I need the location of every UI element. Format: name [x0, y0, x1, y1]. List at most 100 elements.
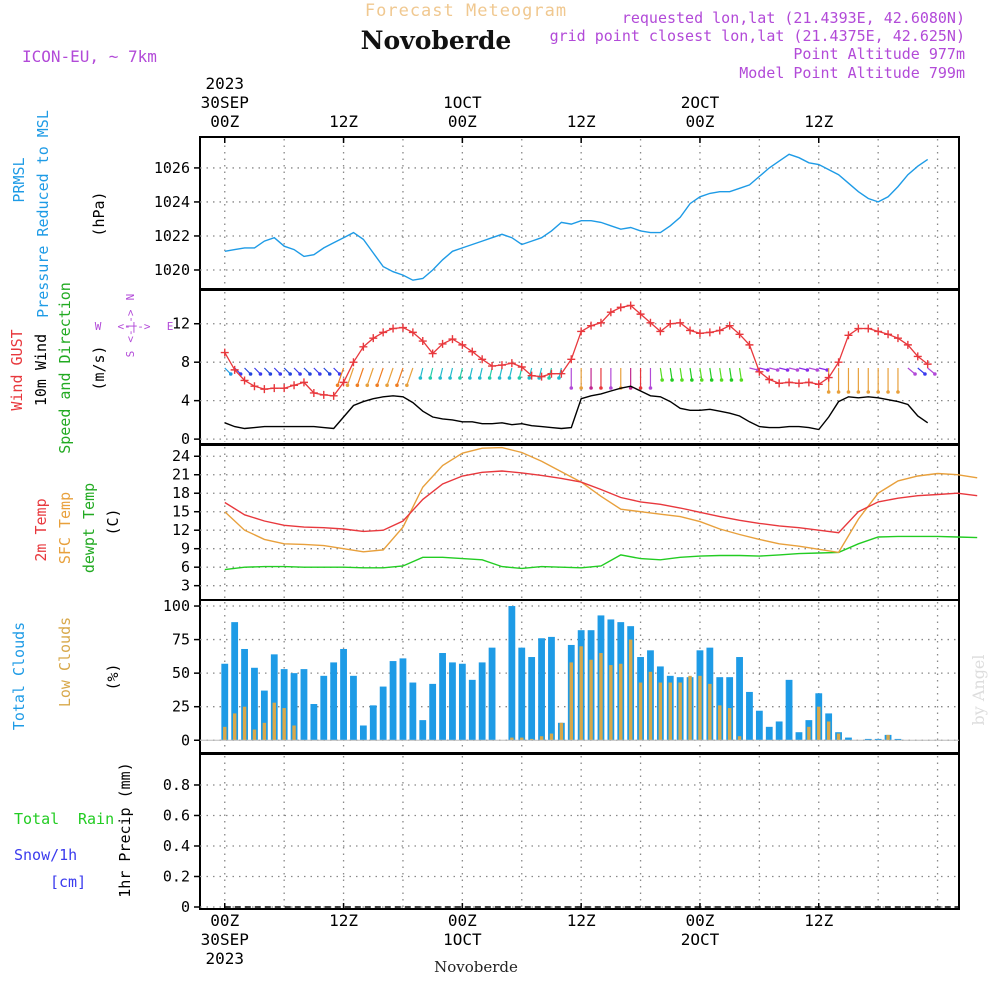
gust-marker	[497, 361, 506, 370]
pressure-line	[224, 153, 929, 281]
total-cloud-bar	[508, 606, 516, 741]
total-cloud-bar	[874, 738, 882, 741]
wind-grid	[200, 292, 959, 442]
wind-unit: (m/s)	[90, 345, 108, 390]
time-label: 1OCT	[443, 93, 482, 112]
clouds-y-ticks: 0 25 50 75 100	[163, 597, 200, 749]
total-cloud-bar	[528, 657, 536, 741]
y-tick-label: 0.6	[163, 806, 190, 824]
wind-arrow-head	[690, 378, 694, 382]
gust-marker	[775, 379, 784, 388]
wind-arrow-head	[805, 368, 810, 372]
low-cloud-bar	[807, 726, 811, 741]
gust-marker	[329, 391, 338, 400]
low-cloud-bar	[886, 734, 890, 741]
wind-arrow-head	[836, 390, 841, 394]
low-cloud-bar	[737, 736, 742, 741]
total-cloud-bar	[241, 648, 248, 741]
total-cloud-bar	[270, 654, 278, 741]
gust-marker	[290, 381, 299, 390]
gust-marker	[765, 375, 774, 384]
low-cloud-bar	[628, 639, 633, 741]
gust-marker	[913, 352, 922, 361]
wind-gust-line	[224, 304, 929, 397]
gust-marker	[923, 360, 932, 369]
gust-marker	[735, 330, 744, 339]
total-label: Total	[14, 810, 59, 828]
gust-marker	[517, 363, 526, 371]
gust-marker	[874, 327, 883, 336]
gust-marker	[299, 378, 308, 387]
low-cloud-bar	[549, 733, 554, 741]
gust-marker	[893, 334, 902, 343]
wind-arrow-head	[739, 378, 744, 382]
gust-marker	[676, 318, 685, 327]
total-cloud-bar	[231, 622, 239, 741]
gust-marker	[616, 303, 625, 312]
total-cloud-bar	[864, 738, 872, 741]
y-tick-label: 1026	[154, 159, 190, 177]
total-cloud-bar	[468, 679, 476, 741]
wind-arrow-head	[795, 368, 800, 372]
low-cloud-bar	[510, 737, 514, 741]
gust-marker	[418, 337, 427, 346]
low-cloud-bar	[272, 702, 276, 741]
gust-marker	[359, 342, 368, 351]
wind-arrow-head	[670, 378, 674, 382]
low-cloud-bar	[678, 682, 682, 741]
pressure-grid	[200, 139, 959, 287]
y-tick-label: 4	[181, 392, 190, 410]
pressure-series	[224, 153, 929, 281]
wind-arrow-head	[896, 390, 900, 394]
wind-direction-arrow	[406, 367, 414, 386]
precip-panel-frame	[199, 753, 960, 910]
y-tick-label: 15	[172, 503, 190, 521]
wind-arrow-head	[785, 368, 790, 372]
low-cloud-bar	[638, 682, 643, 741]
total-cloud-bar	[795, 732, 803, 741]
wind-arrow-head	[385, 383, 389, 388]
total-cloud-bar	[379, 686, 387, 741]
gust-marker	[507, 359, 516, 368]
total-cloud-bar	[350, 675, 357, 741]
wind-arrow-head	[375, 383, 379, 388]
wind-direction-arrow	[679, 367, 683, 381]
wind-arrow-head	[507, 376, 512, 380]
total-cloud-bar	[290, 673, 298, 741]
precip-panel: 0 0.2 0.4 0.6 0.8 Total Rain Snow/1h [cm] 1h…	[14, 753, 960, 916]
requested-lonlat: requested lon,lat (21.4393E, 42.6080N)	[622, 9, 965, 27]
temp-dewpt-label: dewpt Temp	[80, 483, 98, 573]
wind-direction-arrow	[669, 367, 673, 381]
pressure-label-msl: Pressure Reduced to MSL	[34, 110, 52, 318]
gust-marker	[478, 355, 487, 364]
time-label: 12Z	[329, 112, 358, 131]
wind-10m-label: 10m Wind	[32, 334, 50, 406]
wind-arrow-head	[765, 368, 770, 372]
y-tick-label: 0.2	[163, 867, 190, 885]
pressure-label-prmsl: PRMSL	[10, 157, 28, 202]
wind-panel: 0 4 8 12 Wind GUST 10m Wind Speed and Direc…	[8, 282, 960, 454]
total-cloud-bar	[478, 662, 486, 741]
total-cloud-bar	[755, 710, 763, 741]
time-label: 12Z	[804, 112, 833, 131]
wind-arrow-head	[308, 372, 312, 376]
wind-direction-arrow	[689, 367, 693, 381]
total-cloud-bar	[439, 653, 446, 741]
dewpt-line	[224, 535, 978, 571]
wind-arrow-head	[517, 376, 522, 380]
gust-marker	[804, 378, 813, 387]
gust-marker	[220, 348, 229, 357]
wind-direction-arrow	[336, 367, 345, 386]
clouds-panel: 0 25 50 75 100 Total Clouds Low Clouds (%)	[10, 597, 960, 754]
wind-arrow-head	[876, 390, 880, 394]
wind-arrow-head	[589, 386, 593, 390]
total-cloud-bar	[458, 663, 466, 741]
precip-grid	[200, 756, 959, 908]
total-cloud-bar	[429, 683, 437, 741]
time-label: 12Z	[804, 911, 833, 930]
gust-marker	[844, 331, 853, 340]
total-cloud-bar	[359, 725, 367, 741]
total-cloud-bar	[369, 705, 377, 741]
